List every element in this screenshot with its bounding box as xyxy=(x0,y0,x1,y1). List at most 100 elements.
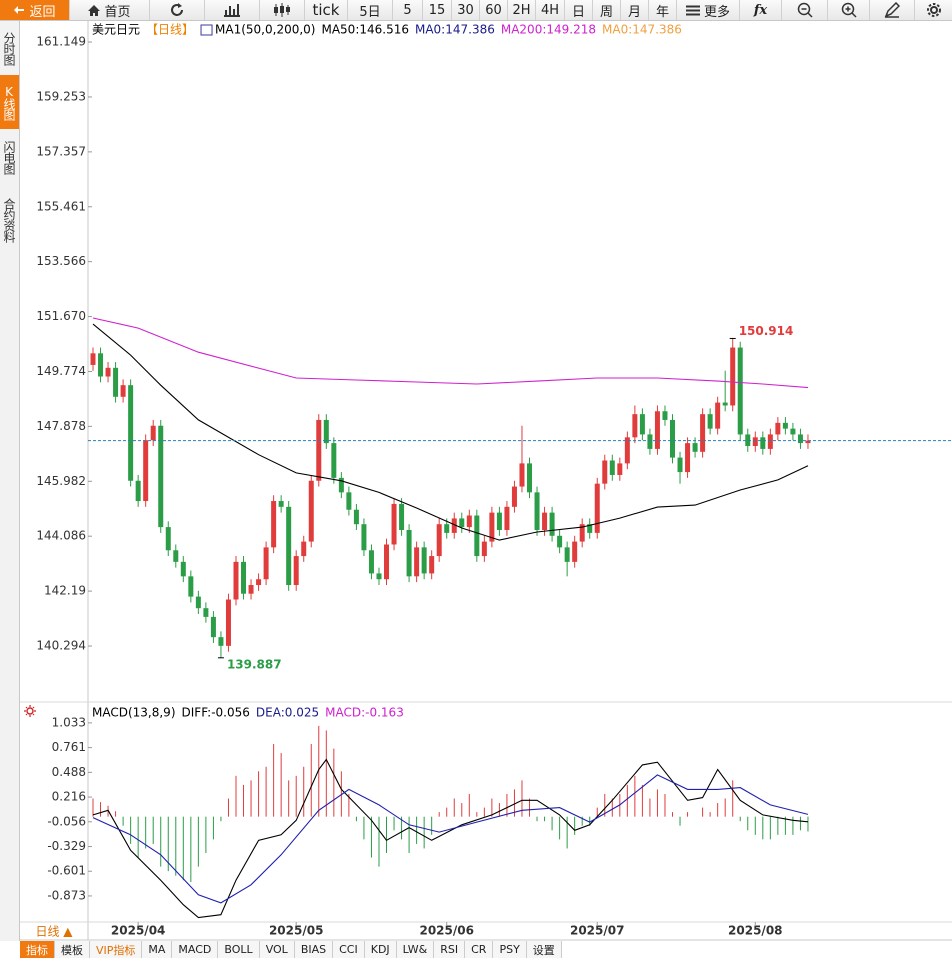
candle-body xyxy=(105,367,111,377)
y-tick-label: 147.878 xyxy=(36,419,86,433)
sidebar-tab[interactable]: 合约资料 xyxy=(2,198,16,242)
back-icon xyxy=(14,6,25,14)
y-tick-label: 161.149 xyxy=(36,35,86,49)
period-week[interactable]: 周 xyxy=(593,0,621,20)
macd-icon[interactable] xyxy=(24,705,36,717)
indicator-line xyxy=(92,323,809,541)
candle-body xyxy=(677,457,683,473)
period-month[interactable]: 月 xyxy=(621,0,649,20)
tab[interactable]: MACD xyxy=(172,941,219,958)
candle-body xyxy=(797,434,803,444)
legend-item: MACD(13,8,9) xyxy=(92,706,176,720)
candle-body xyxy=(210,616,216,638)
tab[interactable]: 设置 xyxy=(526,941,562,958)
y-tick-label: 159.253 xyxy=(36,89,86,103)
tab[interactable]: BIAS xyxy=(294,941,334,958)
period-5d[interactable]: 5日 xyxy=(348,0,393,20)
candle-body xyxy=(286,506,292,586)
candle-body xyxy=(414,547,420,577)
candle-button[interactable] xyxy=(260,0,305,20)
legend-item: DIFF:-0.056 xyxy=(182,706,250,720)
period-15[interactable]: 15 xyxy=(423,0,452,20)
candle-body xyxy=(542,512,548,530)
home-button[interactable]: 首页 xyxy=(70,0,150,20)
legend-item: MA50:146.516 xyxy=(321,23,409,37)
period-5[interactable]: 5 xyxy=(393,0,423,20)
low-label: 139.887 xyxy=(227,657,282,671)
candle-body xyxy=(511,486,517,507)
bar-chart-button[interactable] xyxy=(205,0,260,20)
y-tick-label: 153.566 xyxy=(36,254,86,268)
tab[interactable]: VOL xyxy=(259,941,295,958)
sidebar-tab[interactable]: 闪电图 xyxy=(2,140,16,174)
candle-body xyxy=(489,512,495,542)
sidebar-tab-active[interactable]: K线图 xyxy=(0,75,19,129)
period-60[interactable]: 60 xyxy=(480,0,508,20)
candle-body xyxy=(248,585,254,594)
settings-button[interactable] xyxy=(915,0,952,20)
home-label: 首页 xyxy=(104,4,131,20)
y-tick-label: 1.033 xyxy=(52,715,86,729)
tab[interactable]: PSY xyxy=(493,941,527,958)
zoom-in-button[interactable] xyxy=(828,0,870,20)
candle-body xyxy=(150,425,156,441)
tab[interactable]: KDJ xyxy=(364,941,397,958)
y-tick-label: 155.461 xyxy=(36,199,86,213)
tab[interactable]: 模板 xyxy=(55,941,90,958)
y-tick-label: -0.873 xyxy=(47,888,86,902)
candle-body xyxy=(256,579,262,586)
tab[interactable]: CR xyxy=(465,941,494,958)
back-button[interactable]: 返回 xyxy=(0,0,70,20)
period-4h[interactable]: 4H xyxy=(536,0,565,20)
tab[interactable]: CCI xyxy=(333,941,365,958)
period-tick[interactable]: tick xyxy=(305,0,348,20)
candle-body xyxy=(790,428,796,435)
candle-body xyxy=(421,547,427,574)
more-button[interactable]: 更多 xyxy=(677,0,740,20)
candle-body xyxy=(173,550,179,562)
candle-body xyxy=(481,541,487,557)
tab[interactable]: BOLL xyxy=(218,941,260,958)
legend-item: MA200:149.218 xyxy=(501,23,596,37)
zoom-out-icon xyxy=(797,2,813,18)
candle-body xyxy=(98,353,104,377)
tab[interactable]: MA xyxy=(142,941,173,958)
tab[interactable]: LW& xyxy=(396,941,435,958)
more-label: 更多 xyxy=(703,4,730,20)
candle-body xyxy=(805,440,811,444)
menu-icon xyxy=(685,5,700,15)
candle-body xyxy=(128,385,134,481)
y-tick-label: 149.774 xyxy=(36,364,86,378)
candle-body xyxy=(767,434,773,449)
candle-body xyxy=(474,515,480,557)
period-30[interactable]: 30 xyxy=(452,0,480,20)
candle-body xyxy=(180,561,186,577)
x-tick-label: 2025/08 xyxy=(728,924,782,938)
tab-active[interactable]: 指标 xyxy=(20,941,55,958)
zoom-out-button[interactable] xyxy=(782,0,828,20)
draw-button[interactable] xyxy=(870,0,915,20)
legend-item: MA0:147.386 xyxy=(602,23,682,37)
candle-body xyxy=(165,527,171,551)
refresh-button[interactable] xyxy=(150,0,205,20)
candle-body xyxy=(120,385,126,397)
candle-body xyxy=(225,599,231,646)
y-tick-label: 144.086 xyxy=(36,529,86,543)
period-day[interactable]: 日 xyxy=(565,0,593,20)
candle-body xyxy=(301,541,307,557)
candle-body xyxy=(496,512,502,530)
candle-body xyxy=(579,524,585,542)
sidebar-tab[interactable]: 分时图 xyxy=(2,31,16,65)
candle-body xyxy=(406,530,412,577)
formula-button[interactable]: fx xyxy=(740,0,782,20)
period-year[interactable]: 年 xyxy=(649,0,677,20)
period-2h[interactable]: 2H xyxy=(508,0,536,20)
tab[interactable]: RSI xyxy=(434,941,466,958)
period-selector[interactable]: 日线 ▲ xyxy=(35,925,73,939)
candle-body xyxy=(331,443,337,478)
legend-item: 【日线】 xyxy=(146,23,194,37)
candle-body xyxy=(602,460,608,484)
tab-vip[interactable]: VIP指标 xyxy=(90,941,143,958)
